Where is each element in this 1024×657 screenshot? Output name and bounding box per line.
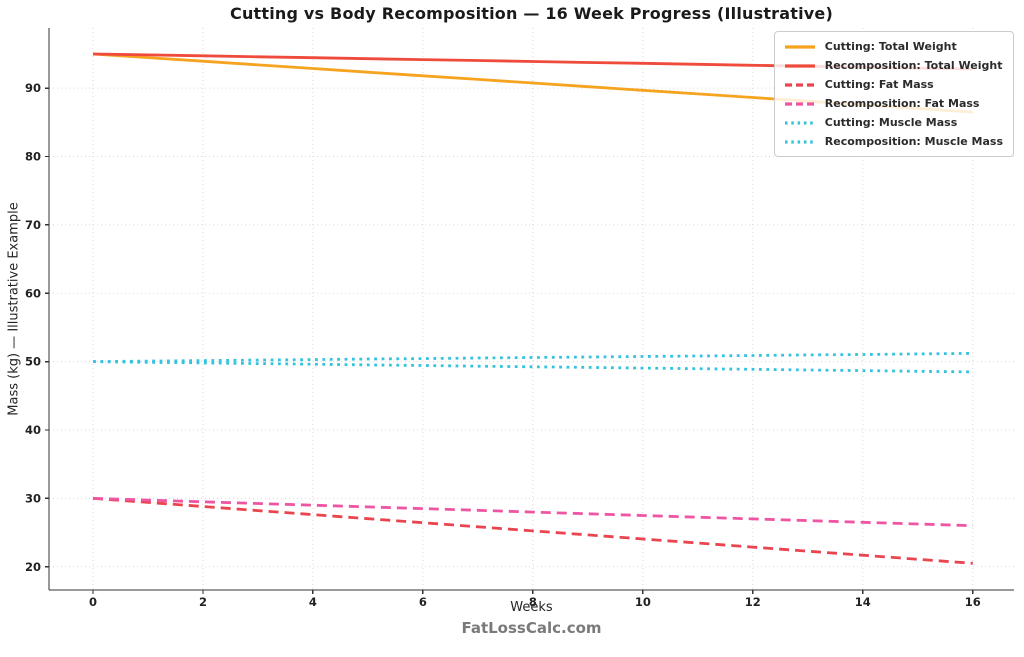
legend-label: Recomposition: Total Weight (824, 59, 1003, 72)
legend-label: Recomposition: Fat Mass (824, 97, 980, 110)
footer-watermark: FatLossCalc.com (461, 619, 602, 637)
y-tick-label: 90 (25, 81, 41, 95)
x-tick-label: 4 (309, 595, 317, 609)
legend: Cutting: Total Weight Recomposition: Tota… (773, 31, 1014, 157)
legend-item-recomposition-fat-mass: Recomposition: Fat Mass (784, 94, 1003, 113)
x-tick-label: 0 (89, 595, 97, 609)
legend-label: Cutting: Muscle Mass (824, 116, 958, 129)
legend-item-cutting-fat-mass: Cutting: Fat Mass (784, 75, 1003, 94)
y-tick-label: 70 (25, 218, 41, 232)
y-tick-label: 30 (25, 491, 41, 505)
legend-label: Recomposition: Muscle Mass (824, 135, 1003, 148)
legend-item-recomposition-muscle-mass: Recomposition: Muscle Mass (784, 132, 1003, 151)
y-tick-label: 40 (25, 423, 41, 437)
legend-swatch-dotted-line (784, 139, 815, 144)
y-tick-label: 20 (25, 560, 41, 574)
x-tick-label: 14 (855, 595, 871, 609)
series-line-cutting-fat-mass (92, 497, 973, 565)
x-tick-label: 8 (529, 595, 537, 609)
legend-swatch-solid-line (784, 44, 815, 49)
legend-swatch-dotted-line (784, 120, 815, 125)
legend-item-recomposition-total-weight: Recomposition: Total Weight (784, 56, 1003, 75)
legend-swatch-solid-line (784, 63, 815, 68)
legend-swatch-dashed-line (784, 101, 815, 106)
legend-label: Cutting: Total Weight (824, 40, 957, 53)
legend-label: Cutting: Fat Mass (824, 78, 934, 91)
y-tick-label: 80 (25, 150, 41, 164)
x-tick-label: 12 (745, 595, 761, 609)
y-tick-label: 50 (25, 355, 41, 369)
y-tick-label: 60 (25, 286, 41, 300)
x-tick-label: 10 (635, 595, 651, 609)
x-axis-label: Weeks (510, 600, 553, 615)
series-line-recomposition-fat-mass (92, 497, 973, 528)
series-line-recomposition-muscle-mass (92, 352, 973, 363)
legend-item-cutting-total-weight: Cutting: Total Weight (784, 37, 1003, 56)
legend-swatch-dashed-line (784, 82, 815, 87)
series-line-cutting-muscle-mass (92, 360, 973, 374)
x-tick-label: 16 (965, 595, 981, 609)
chart-title: Cutting vs Body Recomposition — 16 Week … (230, 4, 833, 23)
legend-item-cutting-muscle-mass: Cutting: Muscle Mass (784, 113, 1003, 132)
x-tick-label: 6 (419, 595, 427, 609)
x-tick-label: 2 (199, 595, 207, 609)
